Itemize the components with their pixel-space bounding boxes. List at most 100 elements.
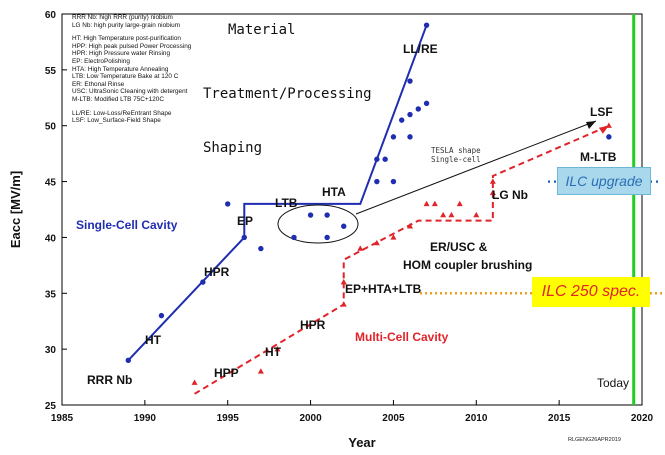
single-cell-point	[423, 22, 430, 28]
single-cell-point	[125, 357, 131, 364]
single-cell-point	[307, 212, 314, 218]
y-tick-label: 50	[45, 122, 57, 133]
glossary-entry: EP: ElectroPolishing	[72, 57, 130, 65]
single-cell-point	[423, 100, 430, 107]
single-cell-point	[225, 201, 231, 207]
glossary-entry: HT: High Temperature post-purification	[72, 35, 181, 43]
label-single-cell-cavity: Single-Cell Cavity	[76, 218, 178, 232]
x-axis-title: Year	[348, 435, 375, 450]
glossary-entry: M-LTB: Modified LTB 75C+120C	[72, 95, 164, 103]
glossary: RRR Nb: high RRR (purity) niobium LG Nb:…	[72, 14, 191, 125]
single-cell-point	[158, 312, 165, 319]
label-ll-re: LL/RE	[403, 42, 438, 56]
y-tick-label: 35	[45, 289, 57, 300]
glossary-entry: HTA: High Temperature Annealing	[72, 65, 169, 73]
y-axis-title: Eacc [MV/m]	[8, 171, 23, 248]
glossary-entry: LTB: Low Temperature Bake at 120 C	[72, 73, 179, 81]
x-tick-label: 2020	[631, 413, 654, 424]
stage-label-material: Material	[228, 22, 296, 38]
x-tick-label: 2015	[548, 413, 571, 424]
x-tick-label: 1995	[217, 413, 240, 424]
multi-cell-point	[423, 200, 430, 207]
single-cell-point	[390, 178, 397, 185]
tesla-line-2: Single-cell	[431, 155, 481, 164]
single-cell-point	[324, 212, 330, 218]
tesla-shape-ellipse	[277, 204, 359, 244]
single-cell-point	[374, 156, 380, 162]
multi-cell-point	[274, 345, 281, 352]
label-m-ltb: M-LTB	[580, 150, 617, 164]
stage-label-treatment: Treatment/Processing	[203, 86, 372, 102]
ilc-upgrade-box: ILC upgrade	[557, 167, 651, 195]
glossary-entry: HPR: High Pressure water Rinsing	[72, 50, 171, 58]
glossary-entry: LL/RE: Low-Loss/ReEntrant Shape	[72, 109, 172, 117]
label-er-usc: ER/USC &	[430, 240, 488, 254]
multi-cell-point	[448, 211, 455, 218]
today-label: Today	[597, 376, 630, 390]
single-cell-point	[415, 106, 421, 112]
glossary-entry: LSF: Low_Surface-Field Shape	[72, 117, 161, 125]
multi-cell-point	[357, 245, 364, 251]
document-id: RLGENG26APR2019	[568, 437, 621, 443]
single-cell-point	[407, 111, 413, 118]
multi-cell-cavity-trend	[194, 124, 610, 395]
multi-cell-point	[407, 223, 413, 229]
x-tick-label: 2000	[299, 413, 322, 424]
stage-label-shaping: Shaping	[203, 140, 263, 156]
label-ep: EP	[237, 214, 254, 228]
y-tick-label: 25	[45, 401, 57, 412]
tesla-line-1: TESLA shape	[431, 146, 481, 155]
multi-cell-point	[456, 200, 463, 207]
label-tesla-shape: TESLA shape Single-cell	[431, 146, 481, 164]
tesla-to-lsf-arrow	[355, 120, 597, 215]
label-ltb: LTB	[275, 196, 298, 210]
single-cell-point	[241, 234, 247, 241]
multi-cell-point	[431, 200, 438, 207]
label-rrr-nb: RRR Nb	[87, 373, 133, 387]
x-tick-label: 1985	[51, 413, 74, 424]
glossary-entry: LG Nb: high purity large-grain niobium	[72, 21, 180, 29]
multi-cell-point	[340, 278, 347, 285]
label-multi-cell-cavity: Multi-Cell Cavity	[355, 330, 449, 344]
axes: 1985 1990 1995 2000 2005 2010 2015 2020 25 30 35 40…	[8, 10, 654, 450]
single-cell-point	[324, 234, 330, 241]
multi-cell-point	[340, 301, 347, 307]
glossary-entry: RRR Nb: high RRR (purity) niobium	[72, 14, 173, 21]
single-cell-point	[200, 279, 206, 285]
label-ht-multi: HT	[265, 345, 281, 359]
multi-cell-point	[473, 211, 480, 218]
x-tick-label: 2010	[465, 413, 488, 424]
single-cell-cavity-trend	[127, 24, 428, 362]
single-cell-point	[258, 245, 264, 252]
x-tick-label: 1990	[134, 413, 157, 424]
label-ep-hta-ltb: EP+HTA+LTB	[345, 282, 422, 296]
y-tick-label: 55	[45, 66, 57, 77]
label-ht-single: HT	[145, 333, 161, 347]
multi-cell-point	[605, 122, 612, 128]
single-cell-point	[382, 156, 388, 162]
label-hpr-single: HPR	[204, 265, 230, 279]
multi-cell-point	[390, 234, 397, 240]
glossary-entry: USC: UltraSonic Cleaning with detergent	[72, 88, 188, 96]
single-cell-point	[374, 178, 380, 185]
plot-frame	[61, 13, 643, 406]
single-cell-point	[390, 134, 397, 140]
arrowhead-icon	[586, 121, 596, 129]
y-tick-label: 40	[45, 233, 57, 244]
label-hta: HTA	[322, 185, 346, 199]
label-hpp: HPP	[214, 366, 239, 380]
single-cell-point	[291, 234, 297, 241]
glossary-entry: ER: Ethonal Rinse	[72, 80, 125, 88]
single-cell-point	[341, 223, 347, 229]
multi-cell-point	[489, 178, 496, 184]
y-tick-label: 45	[45, 178, 57, 189]
x-tick-label: 2005	[382, 413, 405, 424]
label-lg-nb: LG Nb	[492, 188, 528, 202]
multi-cell-point	[191, 379, 198, 385]
label-lsf: LSF	[590, 105, 613, 119]
multi-cell-point	[440, 211, 447, 218]
y-tick-label: 60	[45, 10, 57, 21]
single-cell-point	[407, 134, 413, 140]
label-hom-brushing: HOM coupler brushing	[403, 258, 533, 272]
series-layer	[125, 14, 662, 405]
